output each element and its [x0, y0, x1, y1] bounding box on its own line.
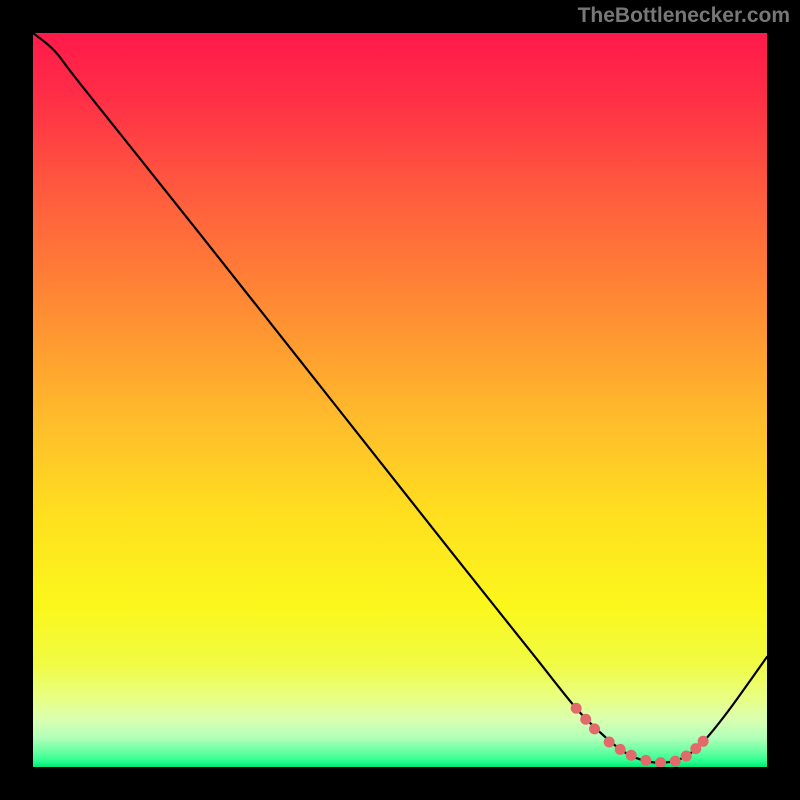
curve-marker [670, 756, 680, 766]
curve-marker [656, 758, 666, 767]
curve-marker [626, 750, 636, 760]
plot-area [33, 33, 767, 767]
curve-marker [615, 744, 625, 754]
chart-stage: TheBottlenecker.com [0, 0, 800, 800]
bottleneck-curve [33, 33, 767, 763]
curve-marker [604, 737, 614, 747]
curve-marker [590, 724, 600, 734]
curve-marker [698, 736, 708, 746]
curve-marker [681, 751, 691, 761]
watermark-text: TheBottlenecker.com [578, 4, 790, 28]
curve-markers [571, 703, 708, 767]
curve-layer [33, 33, 767, 767]
curve-marker [571, 703, 581, 713]
curve-marker [641, 755, 651, 765]
curve-marker [581, 714, 591, 724]
